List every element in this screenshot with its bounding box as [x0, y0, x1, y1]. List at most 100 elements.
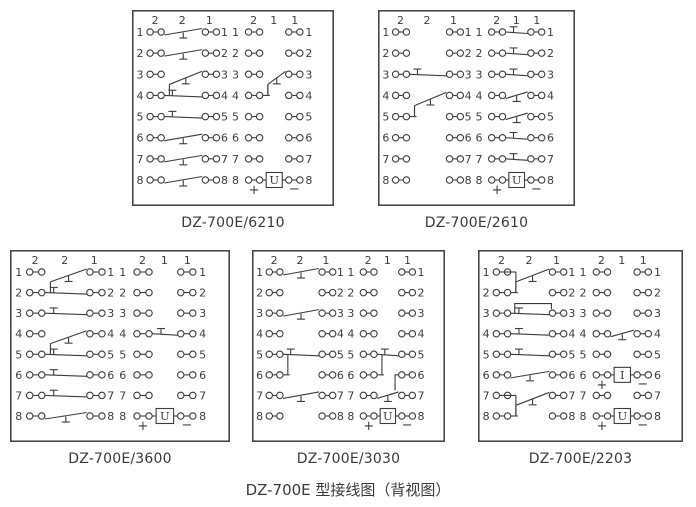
svg-text:8: 8	[107, 410, 114, 423]
svg-text:1: 1	[654, 266, 661, 279]
svg-text:2: 2	[483, 287, 490, 300]
svg-text:1: 1	[15, 266, 22, 279]
svg-text:5: 5	[547, 111, 554, 124]
svg-text:6: 6	[232, 132, 239, 145]
svg-text:3: 3	[137, 68, 144, 81]
svg-text:U: U	[269, 173, 279, 187]
svg-text:5: 5	[232, 111, 239, 124]
svg-text:U: U	[617, 409, 627, 423]
svg-text:8: 8	[347, 410, 354, 423]
svg-text:U: U	[383, 409, 393, 423]
svg-text:2: 2	[417, 287, 424, 300]
svg-text:5: 5	[107, 348, 114, 361]
panel-border	[378, 10, 575, 206]
svg-text:2: 2	[465, 47, 472, 60]
svg-text:3: 3	[107, 307, 114, 320]
coil-box	[613, 366, 632, 383]
svg-text:5: 5	[483, 348, 490, 361]
svg-text:1: 1	[475, 26, 482, 39]
svg-text:6: 6	[119, 369, 126, 382]
coil-box	[613, 407, 632, 425]
svg-text:2: 2	[271, 254, 278, 267]
svg-text:8: 8	[465, 174, 472, 187]
svg-text:2: 2	[250, 14, 257, 27]
svg-text:1: 1	[568, 266, 575, 279]
svg-text:2: 2	[547, 47, 554, 60]
svg-text:2: 2	[424, 14, 431, 27]
terminal-row: 8 8 8 8U+ −	[15, 407, 206, 434]
svg-text:1: 1	[640, 254, 647, 267]
svg-text:1: 1	[347, 266, 354, 279]
svg-text:6: 6	[382, 132, 389, 145]
svg-text:4: 4	[475, 89, 482, 102]
svg-text:1: 1	[580, 266, 587, 279]
svg-text:7: 7	[232, 153, 239, 166]
svg-text:3: 3	[232, 68, 239, 81]
svg-text:6: 6	[417, 369, 424, 382]
svg-text:−: −	[637, 377, 648, 392]
svg-text:7: 7	[483, 389, 490, 402]
svg-text:3: 3	[337, 307, 344, 320]
svg-text:8: 8	[337, 410, 344, 423]
svg-text:−: −	[531, 182, 542, 197]
svg-text:5: 5	[417, 348, 424, 361]
svg-text:8: 8	[568, 410, 575, 423]
svg-text:1: 1	[547, 26, 554, 39]
svg-text:1: 1	[337, 266, 344, 279]
svg-text:6: 6	[483, 369, 490, 382]
wiring-diagram-panel-3600: 2 2 1 2 1 11 1 1 12 2 2 23 3 3 34 4 4 45 5 5 56 6 6 67 7 7 78 8 8 8U+…	[10, 250, 230, 442]
svg-text:5: 5	[580, 348, 587, 361]
svg-text:1: 1	[404, 254, 411, 267]
coil-box	[265, 171, 283, 189]
svg-text:3: 3	[547, 68, 554, 81]
svg-text:1: 1	[119, 266, 126, 279]
svg-text:7: 7	[580, 389, 587, 402]
svg-text:7: 7	[654, 389, 661, 402]
panel-caption-3030: DZ-700E/3030	[296, 451, 401, 467]
svg-text:1: 1	[417, 266, 424, 279]
svg-text:1: 1	[184, 254, 191, 267]
svg-text:8: 8	[199, 410, 206, 423]
svg-text:4: 4	[137, 89, 144, 102]
svg-text:5: 5	[305, 111, 312, 124]
svg-text:5: 5	[337, 348, 344, 361]
svg-text:2: 2	[107, 287, 114, 300]
svg-text:7: 7	[417, 389, 424, 402]
panel-border	[10, 250, 230, 442]
svg-text:6: 6	[337, 369, 344, 382]
svg-text:2: 2	[475, 47, 482, 60]
svg-text:7: 7	[475, 153, 482, 166]
coil-box	[508, 171, 526, 189]
svg-text:1: 1	[206, 14, 213, 27]
wiring-diagram-panel-3030: 2 2 1 2 1 11 1 1 12 2 2 23 3 3 34 4 4 45 5 5 56 6 6 67 7 7 78 8 8 8U+…	[252, 250, 445, 442]
svg-text:1: 1	[199, 266, 206, 279]
svg-text:1: 1	[384, 254, 391, 267]
svg-text:7: 7	[547, 153, 554, 166]
svg-text:4: 4	[199, 328, 206, 341]
svg-text:8: 8	[15, 410, 22, 423]
panel-caption-2610: DZ-700E/2610	[424, 215, 529, 231]
svg-text:+: +	[363, 419, 374, 434]
svg-text:4: 4	[119, 328, 126, 341]
svg-text:7: 7	[221, 153, 228, 166]
svg-text:−: −	[637, 418, 648, 433]
svg-text:8: 8	[256, 410, 263, 423]
svg-text:1: 1	[291, 14, 298, 27]
svg-text:4: 4	[483, 328, 490, 341]
